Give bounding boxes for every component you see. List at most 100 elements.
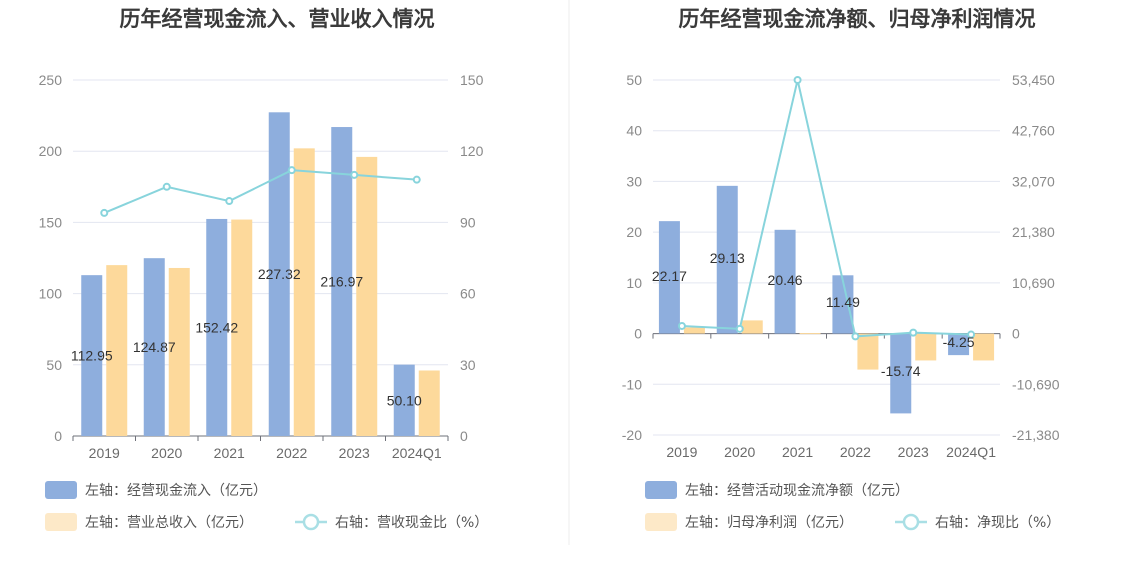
bar-primary — [716, 185, 738, 334]
bar-primary — [206, 218, 228, 436]
data-label: 216.97 — [320, 274, 363, 290]
legend-marker — [302, 513, 320, 531]
right-axis-tick: 0 — [460, 428, 468, 444]
x-axis-label: 2024Q1 — [392, 445, 442, 461]
data-label: -15.74 — [881, 363, 921, 379]
left-axis-tick: 100 — [39, 286, 63, 302]
line-point — [735, 324, 744, 333]
data-label: 20.46 — [768, 272, 803, 288]
data-label: 11.49 — [826, 294, 860, 310]
right-axis-tick: 60 — [460, 286, 476, 302]
bar-primary — [393, 364, 415, 436]
bar-secondary — [418, 370, 440, 436]
bar-primary — [832, 275, 854, 334]
chart-1: 历年经营现金流入、营业收入情况 250 200 150 100 50 0 150 120 90 60… — [39, 7, 488, 531]
right-axis-tick: -21,380 — [1012, 427, 1060, 443]
right-axis-tick: 30 — [460, 357, 476, 373]
left-axis-tick: 0 — [54, 428, 62, 444]
bar-primary — [81, 275, 103, 436]
bar-secondary — [231, 219, 253, 436]
left-axis-tick: 50 — [46, 357, 62, 373]
bar-primary — [143, 258, 165, 436]
legend-label: 左轴：归母净利润（亿元） — [685, 514, 853, 531]
line-point — [793, 76, 802, 84]
left-axis-tick: 150 — [39, 214, 63, 230]
data-label: -4.25 — [943, 334, 975, 350]
legend-swatch — [645, 513, 677, 531]
bar-primary — [774, 229, 796, 334]
x-axis-label: 2020 — [724, 444, 755, 460]
line-series — [103, 169, 417, 214]
x-axis-label: 2022 — [276, 445, 307, 461]
bar-secondary — [168, 267, 190, 436]
bar-secondary — [106, 265, 128, 436]
bar-secondary — [799, 333, 821, 335]
right-axis-tick: 90 — [460, 214, 476, 230]
legend-label: 左轴：经营活动现金流净额（亿元） — [685, 483, 909, 499]
right-axis-tick: 21,380 — [1012, 224, 1055, 240]
line-point — [287, 166, 296, 175]
right-axis-tick: 120 — [460, 143, 484, 159]
x-axis-label: 2023 — [898, 444, 929, 460]
data-label: 227.32 — [258, 266, 301, 282]
line-point — [967, 330, 976, 339]
legend-swatch — [645, 481, 677, 499]
x-axis-label: 2023 — [339, 445, 370, 461]
data-label: 124.87 — [133, 339, 176, 355]
right-axis-tick: 0 — [1012, 326, 1020, 342]
right-axis-tick: 53,450 — [1012, 72, 1055, 88]
line-series — [681, 79, 972, 338]
bar-primary — [268, 112, 290, 436]
data-label: 22.17 — [652, 268, 687, 284]
bar-secondary — [915, 333, 937, 361]
bar-secondary — [741, 320, 763, 334]
bar-primary — [890, 333, 912, 414]
x-axis-label: 2019 — [666, 444, 697, 460]
line-point — [162, 182, 171, 191]
left-axis-tick: -20 — [622, 427, 642, 443]
x-axis-label: 2021 — [782, 444, 813, 460]
x-axis-label: 2024Q1 — [946, 444, 996, 460]
legend-label: 左轴：营业总收入（亿元） — [85, 515, 253, 531]
legend-swatch — [45, 481, 77, 499]
bar-primary — [948, 333, 970, 356]
line-point — [100, 208, 109, 217]
line-point — [412, 175, 421, 184]
legend-label: 右轴：净现比（%） — [935, 515, 1060, 531]
line-point — [225, 197, 234, 206]
bar-secondary — [973, 333, 995, 361]
legend-label: 左轴：经营现金流入（亿元） — [85, 483, 267, 499]
left-axis-tick: -10 — [622, 376, 642, 392]
bar-secondary — [857, 333, 879, 370]
data-label: 50.10 — [387, 392, 422, 408]
line-point — [677, 321, 686, 330]
left-axis-tick: 50 — [626, 72, 642, 88]
bar-primary — [658, 221, 680, 334]
x-axis-label: 2019 — [89, 445, 120, 461]
left-axis-tick: 250 — [39, 72, 63, 88]
right-axis-tick: 150 — [460, 72, 484, 88]
left-axis-tick: 0 — [634, 326, 642, 342]
left-axis-tick: 30 — [626, 173, 642, 189]
right-axis-tick: -10,690 — [1012, 376, 1060, 392]
x-axis-label: 2021 — [214, 445, 245, 461]
legend-label: 右轴：营收现金比（%） — [335, 515, 488, 531]
right-axis-tick: 32,070 — [1012, 173, 1055, 189]
legend-swatch — [45, 513, 77, 531]
left-axis-tick: 40 — [626, 123, 642, 139]
x-axis-label: 2020 — [151, 445, 182, 461]
bar-secondary — [356, 156, 378, 436]
x-axis-label: 2022 — [840, 444, 871, 460]
line-point — [350, 170, 359, 179]
left-axis-tick: 10 — [626, 275, 642, 291]
right-axis-tick: 10,690 — [1012, 275, 1055, 291]
chart-2: 历年经营现金流净额、归母净利润情况 50 40 30 20 10 0 -10 -20 53,450… — [622, 7, 1060, 531]
left-axis-tick: 200 — [39, 143, 63, 159]
line-point — [909, 328, 918, 337]
bar-primary — [331, 127, 353, 436]
legend-marker — [902, 513, 920, 531]
data-label: 112.95 — [71, 348, 113, 364]
data-label: 152.42 — [195, 319, 238, 335]
line-point — [851, 332, 860, 341]
